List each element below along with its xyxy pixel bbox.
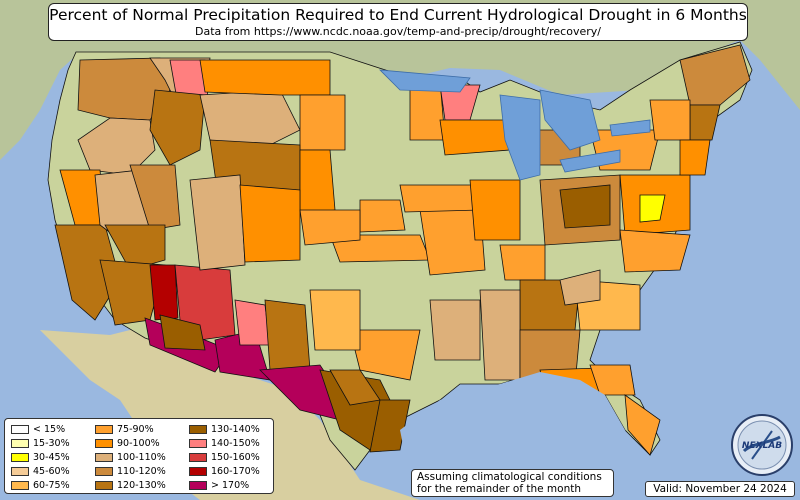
legend-swatch (95, 439, 113, 448)
legend-label: 110-120% (117, 466, 166, 477)
drought-region (439, 119, 511, 156)
legend-swatch (95, 425, 113, 434)
drought-region (679, 44, 751, 106)
nexlab-logo: NEXLAB (731, 414, 793, 476)
legend-swatch (189, 439, 207, 448)
drought-region (159, 314, 206, 351)
legend-label: > 170% (211, 480, 250, 491)
drought-region (54, 224, 121, 321)
drought-region (149, 264, 179, 321)
legend-label: < 15% (33, 424, 66, 435)
legend-swatch (11, 453, 29, 462)
drought-region (679, 139, 711, 176)
legend-label: 75-90% (117, 424, 154, 435)
legend-label: 45-60% (33, 466, 70, 477)
assumption-note: Assuming climatological conditions for t… (411, 469, 614, 497)
legend-swatch (95, 453, 113, 462)
note-line-2: for the remainder of the month (417, 483, 582, 495)
legend-swatch (11, 481, 29, 490)
drought-region (559, 184, 611, 229)
drought-region (189, 174, 246, 271)
drought-region (369, 399, 411, 453)
drought-region (199, 59, 331, 96)
drought-region (129, 164, 181, 231)
drought-region (309, 289, 361, 351)
svg-text:NEXLAB: NEXLAB (742, 441, 782, 451)
drought-region (299, 209, 361, 246)
legend-swatch (189, 481, 207, 490)
lake-ontario (609, 119, 651, 137)
drought-region (639, 194, 666, 223)
legend-swatch (11, 439, 29, 448)
map-title: Percent of Normal Precipitation Required… (49, 6, 747, 24)
legend-label: 100-110% (117, 452, 166, 463)
legend-label: 150-160% (211, 452, 260, 463)
legend-label: 60-75% (33, 480, 70, 491)
drought-region (299, 94, 346, 151)
mexico-land (40, 325, 420, 500)
legend-label: 130-140% (211, 424, 260, 435)
legend-label: 30-45% (33, 452, 70, 463)
legend-label: 160-170% (211, 466, 260, 477)
lake-huron (539, 89, 601, 151)
note-line-1: Assuming climatological conditions (417, 471, 602, 483)
legend-swatch (189, 453, 207, 462)
legend-swatch (95, 467, 113, 476)
legend-label: 120-130% (117, 480, 166, 491)
legend-swatch (189, 467, 207, 476)
legend-swatch (11, 467, 29, 476)
legend-swatch (189, 425, 207, 434)
map-subtitle: Data from https://www.ncdc.noaa.gov/temp… (195, 25, 601, 38)
drought-region (619, 229, 691, 273)
legend-label: 15-30% (33, 438, 70, 449)
drought-region (399, 184, 481, 213)
title-box: Percent of Normal Precipitation Required… (48, 3, 748, 41)
drought-region (239, 184, 301, 263)
drought-region (499, 244, 546, 281)
drought-region (104, 224, 166, 271)
drought-region (174, 264, 236, 341)
drought-region (589, 364, 636, 396)
drought-region (359, 199, 406, 233)
drought-region (264, 299, 311, 371)
drought-region (624, 394, 661, 456)
drought-region (429, 299, 481, 361)
drought-region (469, 179, 521, 241)
drought-region (559, 269, 601, 306)
legend-swatch (95, 481, 113, 490)
drought-region (349, 329, 421, 381)
lake-superior (378, 69, 471, 93)
drought-region (299, 149, 336, 216)
valid-date: Valid: November 24 2024 (645, 481, 795, 497)
legend-label: 140-150% (211, 438, 260, 449)
drought-region (479, 289, 521, 381)
drought-region (649, 99, 691, 141)
lake-erie (559, 149, 621, 173)
gulf-of-mexico (400, 372, 680, 500)
drought-region (149, 89, 206, 166)
legend: < 15% 15-30% 30-45% 45-60% 60-75% 75-90% 90-10… (4, 418, 274, 494)
lake-michigan (499, 94, 541, 181)
drought-region (234, 299, 271, 346)
legend-swatch (11, 425, 29, 434)
legend-label: 90-100% (117, 438, 160, 449)
